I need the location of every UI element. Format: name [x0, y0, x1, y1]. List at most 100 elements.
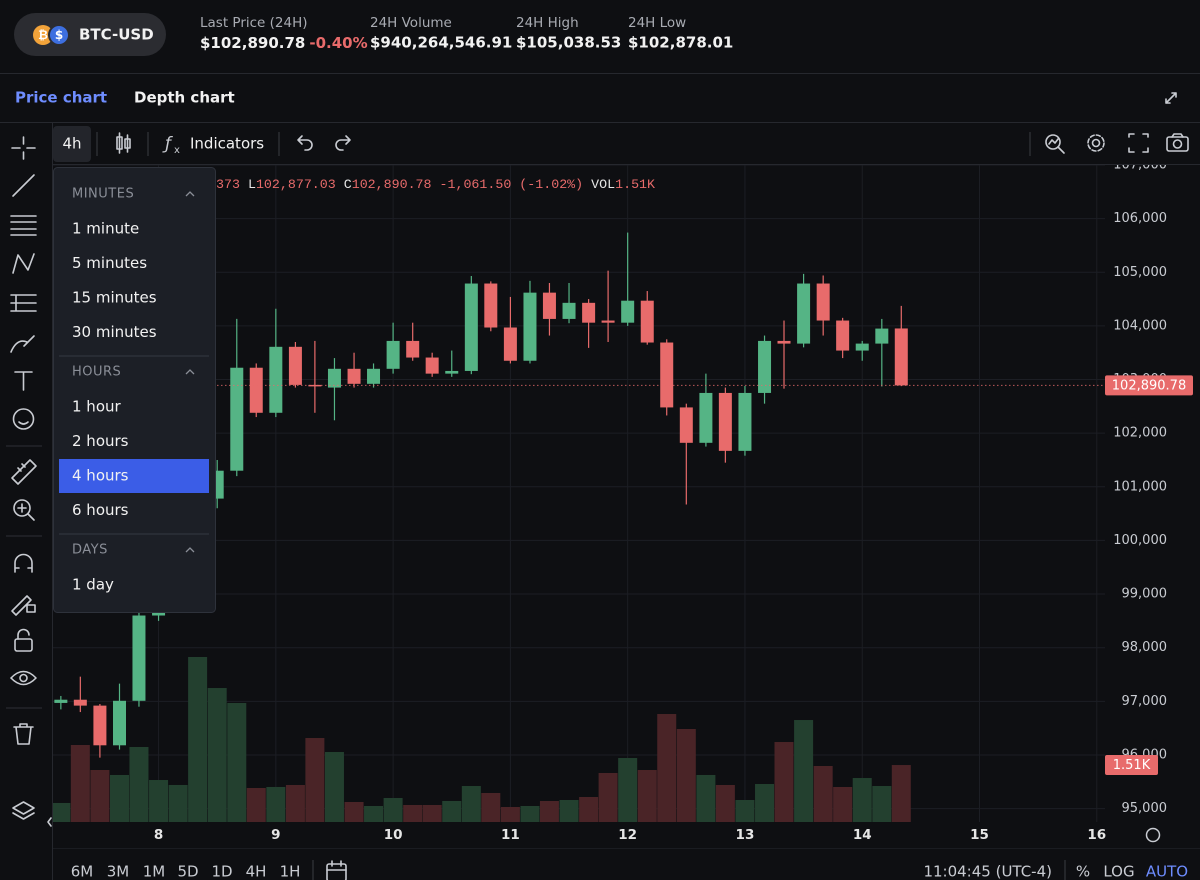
stat-value: $940,264,546.91	[370, 34, 512, 52]
interval-button[interactable]	[53, 126, 91, 162]
settings-icon[interactable]	[1087, 134, 1105, 152]
indicators-button[interactable]: Indicators	[190, 135, 264, 153]
range-button[interactable]: 5D	[177, 863, 198, 880]
candle-body	[679, 407, 693, 443]
range-button[interactable]: 1D	[211, 863, 232, 880]
volume-bar	[285, 784, 305, 822]
menu-item[interactable]: 5 minutes	[72, 254, 147, 272]
menu-collapse-icon[interactable]	[185, 191, 195, 197]
candle-body	[621, 300, 635, 323]
menu-bg	[53, 167, 216, 613]
volume-bar	[715, 784, 735, 822]
candle-body	[582, 302, 596, 323]
menu-item[interactable]: 2 hours	[72, 432, 129, 450]
lock-tool[interactable]	[14, 628, 33, 652]
brush-tool[interactable]	[10, 335, 35, 353]
range-button[interactable]: 4H	[246, 863, 267, 880]
projection-tool[interactable]	[10, 294, 37, 312]
x-tick-label: 14	[853, 827, 872, 843]
volume-bar	[53, 802, 71, 822]
y-tick-label: 104,000	[1113, 318, 1167, 333]
undo-icon[interactable]	[297, 135, 313, 151]
usd-glyph: $	[55, 28, 63, 42]
btc-glyph: ₿	[38, 28, 48, 42]
menu-item[interactable]: 6 hours	[72, 501, 129, 519]
text-tool[interactable]	[14, 371, 33, 391]
log-toggle[interactable]: LOG	[1103, 863, 1134, 880]
menu-section-title: MINUTES	[72, 187, 134, 202]
menu-collapse-icon[interactable]	[185, 547, 195, 553]
axis-settings-icon[interactable]	[1145, 827, 1161, 843]
lock-drawing-tool[interactable]	[11, 595, 36, 616]
volume-bar	[442, 800, 462, 822]
candle-body	[386, 340, 400, 369]
range-button[interactable]: 6M	[71, 863, 94, 880]
candle-type-icon[interactable]	[116, 132, 131, 154]
calendar-icon[interactable]	[326, 860, 347, 880]
menu-item[interactable]: 1 hour	[72, 398, 122, 416]
candle-body	[699, 392, 713, 443]
stat-label: 24H High	[516, 15, 579, 31]
alert-icon[interactable]	[1045, 134, 1065, 154]
delete-tool[interactable]	[13, 723, 34, 745]
y-tick-label: 99,000	[1122, 587, 1168, 602]
y-tick-label: 105,000	[1113, 265, 1167, 280]
menu-item[interactable]: 1 day	[72, 576, 114, 594]
tabs-bg	[0, 74, 1200, 122]
menu-section-title: DAYS	[72, 543, 108, 558]
volume-bar	[461, 786, 481, 822]
volume-bar	[872, 786, 892, 822]
pattern-tool[interactable]	[12, 253, 35, 274]
volume-bar	[246, 788, 266, 822]
candle-body	[503, 327, 517, 361]
candle-body	[738, 392, 752, 451]
zoom-tool[interactable]	[13, 499, 35, 521]
ruler-tool[interactable]	[11, 459, 37, 485]
menu-collapse-icon[interactable]	[185, 369, 195, 375]
range-button[interactable]: 3M	[107, 863, 130, 880]
fx-icon[interactable]: ƒ	[162, 134, 173, 154]
volume-bar	[891, 765, 911, 822]
layers-tool[interactable]	[12, 801, 35, 820]
y-tick-label: 98,000	[1122, 640, 1168, 655]
auto-toggle[interactable]: AUTO	[1146, 863, 1188, 880]
snapshot-icon[interactable]	[1166, 133, 1189, 152]
menu-item[interactable]: 4 hours	[72, 467, 129, 485]
candle-body	[367, 368, 381, 384]
candle-body	[601, 320, 615, 323]
tab[interactable]: Depth chart	[134, 89, 235, 107]
candle-body	[484, 283, 498, 328]
fullscreen-icon[interactable]	[1128, 133, 1149, 153]
fib-tool[interactable]	[10, 215, 37, 236]
volume-bar	[364, 806, 384, 822]
menu-item-selected	[59, 459, 209, 493]
pair-selector[interactable]	[14, 13, 166, 56]
interval-label: 4h	[62, 135, 81, 153]
magnet-tool[interactable]	[14, 553, 33, 573]
menu-item[interactable]: 15 minutes	[72, 289, 157, 307]
expand-icon[interactable]	[1165, 92, 1177, 104]
range-button[interactable]: 1H	[280, 863, 301, 880]
collapse-tools[interactable]	[47, 817, 52, 827]
legend-part: 1.51K	[615, 177, 655, 192]
candle-body	[327, 368, 341, 388]
range-button[interactable]: 1M	[143, 863, 166, 880]
crosshair-tool[interactable]	[11, 136, 36, 160]
volume-bar	[149, 780, 169, 822]
candle-body	[758, 340, 772, 393]
stat-value: $102,878.01	[628, 34, 733, 52]
x-tick-label: 9	[271, 827, 280, 843]
emoji-tool[interactable]	[12, 408, 35, 430]
tab-active[interactable]: Price chart	[15, 89, 107, 107]
candle-body	[132, 615, 146, 701]
percent-toggle[interactable]: %	[1076, 863, 1090, 880]
y-tick-label: 95,000	[1122, 801, 1168, 816]
volume-bar	[500, 806, 520, 822]
volume-bar	[774, 742, 794, 822]
line-tool[interactable]	[12, 174, 35, 197]
visibility-tool[interactable]	[10, 670, 37, 686]
menu-item[interactable]: 30 minutes	[72, 323, 157, 341]
volume-bar	[637, 770, 657, 822]
menu-item[interactable]: 1 minute	[72, 220, 139, 238]
toolbar-bg	[0, 123, 1200, 165]
